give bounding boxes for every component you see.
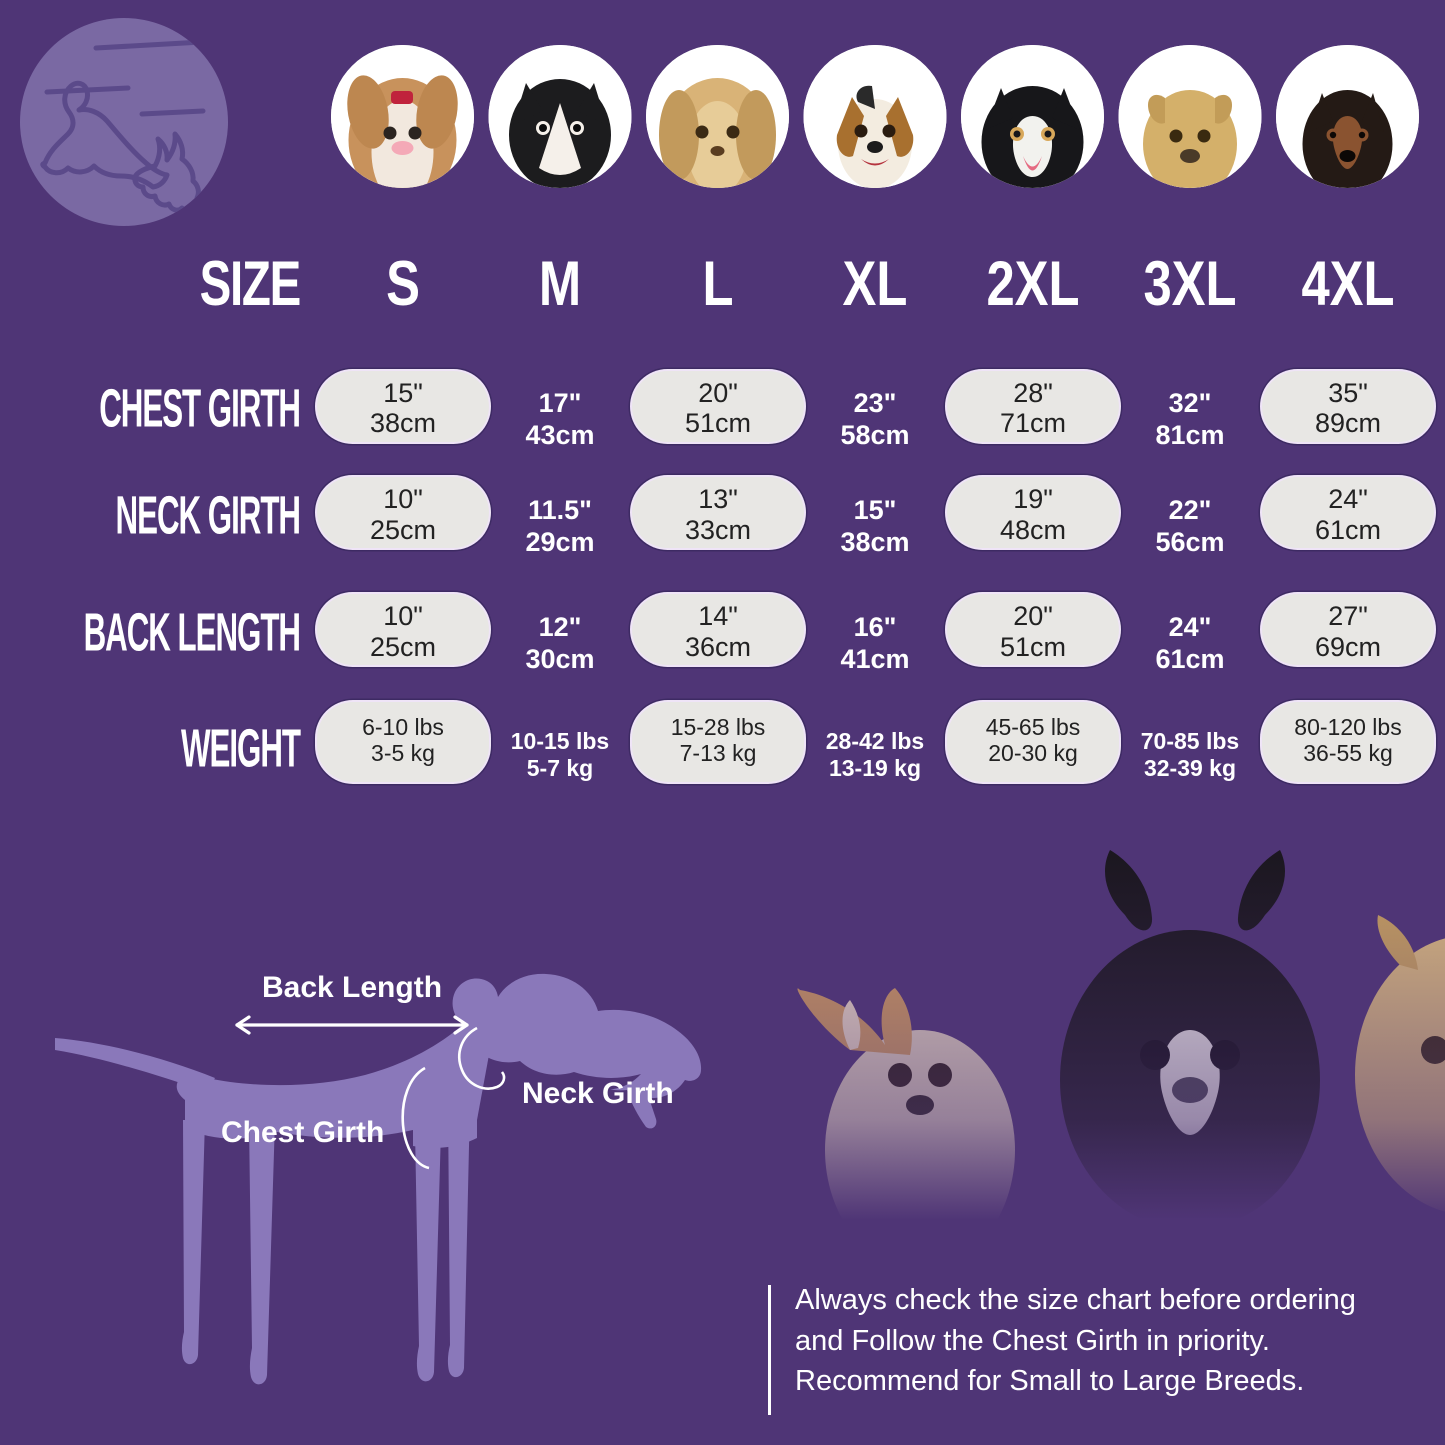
svg-text:Neck Girth: Neck Girth	[522, 1077, 674, 1110]
svg-text:Back Length: Back Length	[262, 971, 442, 1004]
svg-text:Chest Girth: Chest Girth	[221, 1116, 384, 1149]
